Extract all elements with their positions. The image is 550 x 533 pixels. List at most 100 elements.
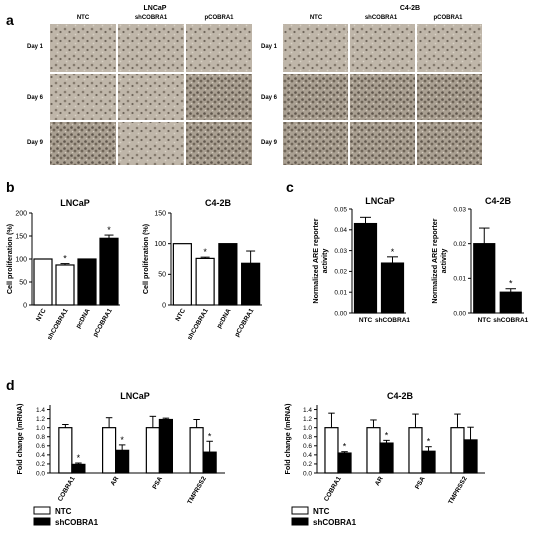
bar-pCOBRA1 xyxy=(99,237,119,306)
y-axis-label: Cell proliferation (%) xyxy=(141,223,150,294)
chart-title: LNCaP xyxy=(120,391,150,401)
panel-a-micrographs: LNCaP NTC shCOBRA1 pCOBRA1 Day 1 Day 6 D… xyxy=(27,5,482,165)
chart-c-c42b: C4-2B 0.00 0.01 0.02 0.03 Normalized ARE repo… xyxy=(430,196,529,324)
legend2-label-sh: shCOBRA1 xyxy=(313,518,357,527)
micrograph-lncap-ntc-day9 xyxy=(50,122,116,165)
bar-shCOBRA1-PSA xyxy=(421,450,436,474)
y-tick-label: 0.8 xyxy=(303,434,312,441)
bar-NTC-COBRA1 xyxy=(58,427,73,474)
significance-mark: * xyxy=(208,431,212,441)
bar-shCOBRA1-TMPRSS2 xyxy=(202,451,217,474)
bar-shCOBRA1-AR xyxy=(379,442,394,474)
micrograph-lncap-sh-day6 xyxy=(118,74,184,120)
legend-swatch-ntc xyxy=(33,506,51,515)
panel-a-c42b-title: C4-2B xyxy=(400,5,420,12)
y-tick-label: 0.03 xyxy=(334,248,347,255)
y-tick-label: 1.4 xyxy=(303,407,312,414)
chart-title: C4-2B xyxy=(485,196,512,206)
panel-a-lncap-row-day6: Day 6 xyxy=(27,95,44,101)
y-tick-label: 0.04 xyxy=(334,227,347,234)
panel-a-lncap-col-p: pCOBRA1 xyxy=(204,15,234,21)
y-tick-label: 0.8 xyxy=(36,434,45,441)
panel-a-lncap-col-sh: shCOBRA1 xyxy=(135,15,168,21)
panel-a-lncap-title: LNCaP xyxy=(144,5,167,12)
chart-title: C4-2B xyxy=(387,391,414,401)
y-tick-label: 0.4 xyxy=(36,452,45,459)
x-tick-label: shCOBRA1 xyxy=(46,307,70,341)
y-tick-label: 0.02 xyxy=(453,241,466,248)
bar-NTC-AR xyxy=(101,427,117,474)
bar-shCOBRA1 xyxy=(380,262,405,314)
y-tick-label: 0.6 xyxy=(303,443,312,450)
y-tick-label: 0.01 xyxy=(334,290,347,297)
y-tick-label: 0.00 xyxy=(334,310,347,317)
x-tick-label: AR xyxy=(374,475,385,487)
bar-NTC-COBRA1 xyxy=(324,427,339,474)
micrograph-lncap-ntc-day6 xyxy=(50,74,116,120)
y-tick-label: 0.0 xyxy=(36,470,45,477)
y-tick-label: 0.00 xyxy=(453,310,466,317)
panel-a-c42b-row-day9: Day 9 xyxy=(261,140,278,146)
y-tick-label: 0.03 xyxy=(453,206,466,213)
x-tick-label: PSA xyxy=(414,475,427,490)
micrograph-c42b-p-day9 xyxy=(417,122,482,165)
panel-a-c42b-col-sh: shCOBRA1 xyxy=(365,15,398,21)
x-tick-label: pcDNA xyxy=(216,307,233,330)
significance-mark: * xyxy=(343,442,347,452)
bar-NTC-TMPRSS2 xyxy=(189,427,204,474)
significance-mark: * xyxy=(203,247,207,257)
y-tick-label: 0.02 xyxy=(334,269,347,276)
significance-mark: * xyxy=(391,247,395,257)
x-tick-label: shCOBRA1 xyxy=(186,307,210,341)
y-tick-label: 50 xyxy=(19,279,27,286)
legend-panel-d: NTC shCOBRA1 NTC shCOBRA1 xyxy=(33,506,357,527)
x-tick-label: pCOBRA1 xyxy=(92,307,114,338)
y-tick-label: 0.05 xyxy=(334,206,347,213)
micrograph-lncap-ntc-day1 xyxy=(50,24,116,72)
x-tick-label: NTC xyxy=(35,307,48,322)
panel-a-lncap-col-ntc: NTC xyxy=(77,15,90,21)
bar-shCOBRA1-COBRA1 xyxy=(71,463,86,474)
y-tick-label: 1.4 xyxy=(36,407,45,414)
bar-shCOBRA1 xyxy=(499,291,522,314)
x-tick-label: PSA xyxy=(151,475,164,490)
y-axis-label-line: Normalized ARE reporter xyxy=(311,218,320,303)
bar-NTC-TMPRSS2 xyxy=(450,427,465,474)
panel-a-lncap-row-day9: Day 9 xyxy=(27,140,44,146)
panel-label-a: a xyxy=(6,12,14,28)
y-axis-label: Cell proliferation (%) xyxy=(5,223,14,294)
y-tick-label: 0 xyxy=(23,302,27,309)
micrograph-c42b-sh-day9 xyxy=(350,122,415,165)
micrograph-lncap-sh-day9 xyxy=(118,122,184,165)
chart-c-lncap: LNCaP 0.00 0.01 0.02 0.03 0.04 0.05 Normalized … xyxy=(311,196,410,324)
y-tick-label: 100 xyxy=(154,241,166,248)
x-tick-label: AR xyxy=(110,475,121,487)
legend-swatch-sh xyxy=(33,517,51,526)
y-tick-label: 200 xyxy=(15,210,27,217)
x-tick-label: TMPRSS2 xyxy=(447,475,469,505)
y-tick-label: 0.0 xyxy=(303,470,312,477)
bar-NTC xyxy=(353,222,378,314)
y-tick-label: 1.0 xyxy=(303,425,312,432)
micrograph-lncap-p-day1 xyxy=(186,24,252,72)
y-axis-label-line: Normalized ARE reporter xyxy=(430,218,439,303)
micrograph-lncap-p-day6 xyxy=(186,74,252,120)
y-axis-label: Normalized ARE reporteractivity xyxy=(311,218,329,303)
bar-pcDNA xyxy=(77,258,97,306)
y-tick-label: 150 xyxy=(15,233,27,240)
y-tick-label: 150 xyxy=(154,210,166,217)
y-tick-label: 1.0 xyxy=(36,425,45,432)
x-tick-label: NTC xyxy=(478,317,492,324)
panel-label-b: b xyxy=(6,179,15,195)
x-tick-label: TMPRSS2 xyxy=(186,475,208,505)
bar-pcDNA xyxy=(218,243,238,306)
y-tick-label: 0.2 xyxy=(36,461,45,468)
x-tick-label: NTC xyxy=(359,317,373,324)
x-tick-label: COBRA1 xyxy=(323,475,343,503)
bar-NTC-PSA xyxy=(145,427,160,474)
bar-shCOBRA1-AR xyxy=(115,449,130,474)
chart-d-lncap: LNCaP 0.0 0.2 0.4 0.6 0.8 1.0 1.2 1.4 Fold change… xyxy=(15,391,225,506)
